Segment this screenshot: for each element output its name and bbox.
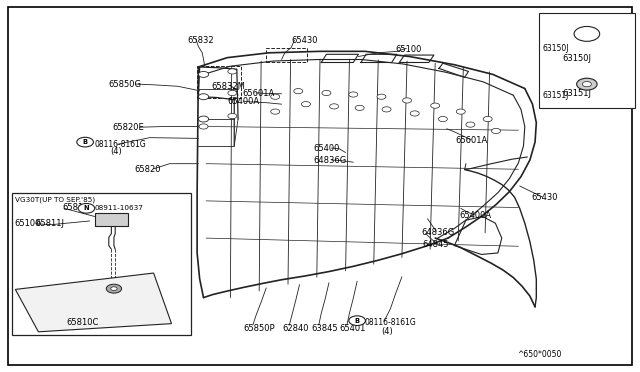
Circle shape (271, 94, 280, 99)
Text: 63845: 63845 (311, 324, 338, 333)
Text: 65400: 65400 (314, 144, 340, 153)
Text: (4): (4) (104, 212, 114, 219)
Circle shape (271, 109, 280, 114)
Circle shape (456, 109, 465, 114)
Circle shape (483, 116, 492, 122)
Circle shape (582, 81, 591, 87)
Circle shape (349, 92, 358, 97)
Circle shape (355, 105, 364, 110)
Circle shape (466, 122, 475, 127)
Bar (197, 66, 241, 98)
Circle shape (198, 116, 209, 122)
Text: (4): (4) (381, 327, 393, 336)
Circle shape (106, 284, 122, 293)
Text: 65400A: 65400A (460, 211, 492, 220)
Text: (4): (4) (110, 147, 122, 155)
Text: 64836G: 64836G (314, 156, 347, 165)
Text: 65601A: 65601A (242, 89, 274, 98)
Circle shape (438, 116, 447, 122)
Text: 65810C: 65810C (67, 318, 99, 327)
Circle shape (431, 103, 440, 108)
Text: 63150J: 63150J (542, 44, 568, 52)
Text: VG30T(UP TO SEP.'85): VG30T(UP TO SEP.'85) (15, 196, 95, 203)
Circle shape (322, 90, 331, 96)
Text: 65832M: 65832M (211, 82, 245, 91)
Circle shape (574, 26, 600, 41)
Polygon shape (15, 273, 172, 332)
Text: 65811: 65811 (63, 203, 89, 212)
Circle shape (330, 104, 339, 109)
Circle shape (199, 124, 208, 129)
Circle shape (77, 137, 93, 147)
Circle shape (410, 111, 419, 116)
Text: 65820: 65820 (134, 165, 161, 174)
Circle shape (301, 102, 310, 107)
Text: 65430: 65430 (531, 193, 557, 202)
Circle shape (198, 94, 209, 100)
Text: 65100: 65100 (14, 219, 40, 228)
Text: 65430: 65430 (291, 36, 317, 45)
Circle shape (198, 71, 209, 77)
Text: 63151J: 63151J (542, 91, 568, 100)
Circle shape (228, 69, 237, 74)
Text: 65850G: 65850G (109, 80, 142, 89)
Text: 65850P: 65850P (243, 324, 275, 333)
Text: 08116-8161G: 08116-8161G (365, 318, 417, 327)
Bar (95, 213, 128, 226)
Text: B: B (355, 318, 360, 324)
Circle shape (228, 113, 237, 119)
Text: 64836G: 64836G (421, 228, 454, 237)
Circle shape (78, 203, 95, 213)
Bar (539, 13, 635, 108)
Circle shape (228, 90, 237, 96)
Bar (12, 193, 191, 335)
Text: 63150J: 63150J (562, 54, 591, 63)
Text: B: B (83, 139, 88, 145)
Text: 65811J: 65811J (35, 219, 64, 228)
Circle shape (111, 287, 117, 291)
Circle shape (403, 98, 412, 103)
Text: 65820E: 65820E (112, 124, 144, 132)
Text: 65832: 65832 (187, 36, 214, 45)
Circle shape (382, 107, 391, 112)
Text: 65401: 65401 (339, 324, 365, 333)
Text: 63151J: 63151J (562, 89, 591, 98)
Text: 65100: 65100 (396, 45, 422, 54)
Circle shape (349, 316, 365, 326)
Text: N: N (84, 205, 89, 211)
Circle shape (377, 94, 386, 99)
Circle shape (294, 89, 303, 94)
Bar (266, 48, 307, 62)
Text: 08116-8161G: 08116-8161G (95, 140, 147, 149)
Text: 62840: 62840 (282, 324, 308, 333)
Text: ^650*0050: ^650*0050 (517, 350, 561, 359)
Circle shape (577, 78, 597, 90)
Text: 08911-10637: 08911-10637 (95, 205, 143, 211)
Text: 65601A: 65601A (456, 136, 488, 145)
Text: 64845: 64845 (422, 240, 449, 249)
Circle shape (492, 128, 500, 134)
Text: 65400A: 65400A (228, 97, 260, 106)
